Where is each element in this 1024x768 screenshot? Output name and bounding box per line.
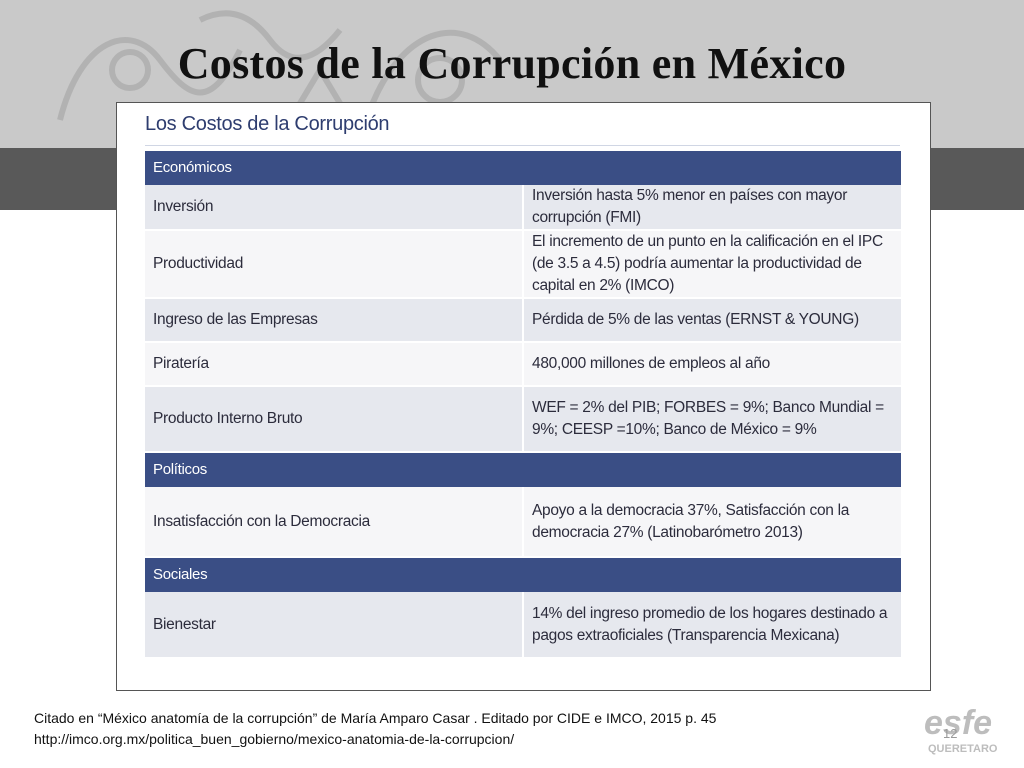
figure-title: Los Costos de la Corrupción [145,113,390,135]
section-header-economicos: Económicos [145,151,901,185]
section-header-sociales: Sociales [145,557,901,592]
table-row: Producto Interno Bruto WEF = 2% del PIB;… [145,386,901,453]
costs-table-figure: Los Costos de la Corrupción Económicos I… [116,102,931,691]
section-header-politicos: Políticos [145,452,901,487]
row-label: Inversión [145,185,524,231]
table-row: Piratería 480,000 millones de empleos al… [145,342,901,387]
row-label: Productividad [145,230,524,299]
row-value: 14% del ingreso promedio de los hogares … [523,592,901,659]
costs-table: Económicos Inversión Inversión hasta 5% … [145,151,901,659]
table-row: Ingreso de las Empresas Pérdida de 5% de… [145,298,901,343]
logo-text: esfe [924,704,992,742]
table-row: Productividad El incremento de un punto … [145,230,901,299]
table-row: Insatisfacción con la Democracia Apoyo a… [145,487,901,558]
table-row: Inversión Inversión hasta 5% menor en pa… [145,185,901,231]
section-header-row: Políticos [145,452,901,487]
slide-title: Costos de la Corrupción en México [177,39,847,88]
row-value: 480,000 millones de empleos al año [523,342,901,387]
row-value: Inversión hasta 5% menor en países con m… [523,185,901,231]
table-row: Bienestar 14% del ingreso promedio de lo… [145,592,901,659]
row-label: Piratería [145,342,524,387]
row-label: Insatisfacción con la Democracia [145,487,524,558]
row-label: Ingreso de las Empresas [145,298,524,343]
citation-url: http://imco.org.mx/politica_buen_gobiern… [34,731,515,747]
logo-subtext: QUERETARO [928,743,998,755]
citation: Citado en “México anatomía de la corrupc… [34,708,894,750]
row-label: Bienestar [145,592,524,659]
figure-title-divider [145,145,900,146]
row-value: Apoyo a la democracia 37%, Satisfacción … [523,487,901,558]
row-value: Pérdida de 5% de las ventas (ERNST & YOU… [523,298,901,343]
row-label: Producto Interno Bruto [145,386,524,453]
section-header-row: Económicos [145,151,901,185]
esfe-logo: esfe QUERETARO [924,704,998,755]
citation-line: Citado en “México anatomía de la corrupc… [34,710,717,726]
row-value: WEF = 2% del PIB; FORBES = 9%; Banco Mun… [523,386,901,453]
section-header-row: Sociales [145,557,901,592]
row-value: El incremento de un punto en la califica… [523,230,901,299]
page-number: 12 [943,726,958,741]
